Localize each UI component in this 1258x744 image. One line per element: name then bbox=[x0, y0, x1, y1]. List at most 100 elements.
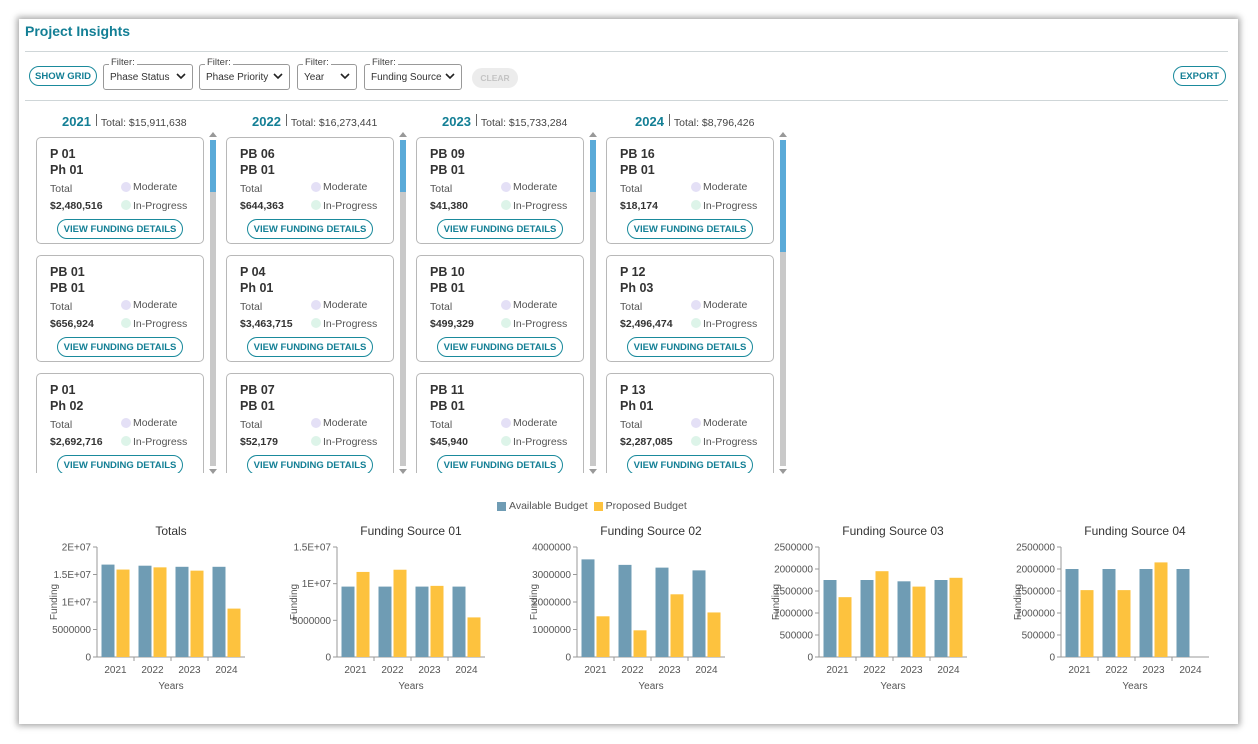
view-funding-details-button[interactable]: VIEW FUNDING DETAILS bbox=[57, 219, 183, 239]
priority-label: Moderate bbox=[513, 181, 558, 193]
year-column-2023: PB 09 PB 01 Total $41,380 Moderate In-Progres… bbox=[416, 135, 593, 473]
priority-label: Moderate bbox=[133, 181, 178, 193]
proposed-budget-bar bbox=[467, 617, 481, 657]
proposed-budget-bar bbox=[875, 571, 889, 657]
x-axis-label: Years bbox=[880, 681, 905, 692]
priority-label: Moderate bbox=[513, 417, 558, 429]
year-column-2021: P 01 Ph 01 Total $2,480,516 Moderate In-Progr… bbox=[36, 135, 213, 473]
proposed-budget-bar bbox=[949, 577, 963, 657]
legend-swatch bbox=[593, 501, 603, 511]
view-funding-details-button[interactable]: VIEW FUNDING DETAILS bbox=[247, 337, 373, 357]
view-funding-details-button[interactable]: VIEW FUNDING DETAILS bbox=[57, 337, 183, 357]
project-code: PB 01 bbox=[50, 265, 85, 279]
phase-code: PB 01 bbox=[240, 399, 275, 413]
proposed-budget-bar bbox=[633, 630, 647, 657]
column-scrollbar[interactable] bbox=[399, 132, 407, 474]
x-tick-label: 2024 bbox=[455, 665, 478, 676]
y-tick-label: 1E+07 bbox=[302, 579, 332, 590]
funding-source-filter[interactable]: Filter: Funding Source bbox=[364, 57, 462, 90]
y-tick-label: 5000000 bbox=[292, 616, 331, 627]
status-label: In-Progress bbox=[703, 436, 758, 448]
year-filter[interactable]: Filter: Year bbox=[297, 57, 357, 90]
view-funding-details-button[interactable]: VIEW FUNDING DETAILS bbox=[627, 455, 753, 473]
y-tick-label: 1000000 bbox=[1016, 609, 1055, 620]
available-budget-bar bbox=[1102, 569, 1116, 657]
total-amount: $3,463,715 bbox=[240, 318, 293, 330]
filter-label: Filter: bbox=[109, 57, 137, 68]
phase-priority-filter[interactable]: Filter: Phase Priority bbox=[199, 57, 290, 90]
total-amount: $499,329 bbox=[430, 318, 474, 330]
status-label: In-Progress bbox=[323, 436, 378, 448]
priority-dot-icon bbox=[311, 418, 321, 428]
column-scrollbar[interactable] bbox=[209, 132, 217, 474]
view-funding-details-button[interactable]: VIEW FUNDING DETAILS bbox=[247, 219, 373, 239]
y-tick-label: 500000 bbox=[1022, 631, 1056, 642]
total-amount: $2,496,474 bbox=[620, 318, 673, 330]
column-scrollbar[interactable] bbox=[589, 132, 597, 474]
status-label: In-Progress bbox=[513, 436, 568, 448]
priority-label: Moderate bbox=[703, 299, 748, 311]
priority-dot-icon bbox=[691, 182, 701, 192]
toolbar-divider bbox=[25, 100, 1228, 101]
phase-status-filter[interactable]: Filter: Phase Status bbox=[103, 57, 193, 90]
status-dot-icon bbox=[121, 436, 131, 446]
available-budget-bar bbox=[618, 564, 632, 657]
y-tick-label: 1500000 bbox=[774, 587, 813, 598]
priority-dot-icon bbox=[311, 300, 321, 310]
project-card: PB 11 PB 01 Total $45,940 Moderate In-Progres… bbox=[416, 373, 584, 473]
status-dot-icon bbox=[691, 318, 701, 328]
available-budget-bar bbox=[138, 565, 152, 657]
year-header-2023: 2023 Total: $15,733,284 bbox=[442, 114, 567, 129]
proposed-budget-bar bbox=[190, 570, 204, 657]
legend-label: Available Budget bbox=[509, 500, 588, 512]
project-code: P 01 bbox=[50, 147, 76, 161]
chevron-down-icon bbox=[445, 73, 455, 80]
proposed-budget-bar bbox=[153, 567, 167, 657]
x-tick-label: 2021 bbox=[826, 665, 849, 676]
project-card: PB 16 PB 01 Total $18,174 Moderate In-Progres… bbox=[606, 137, 774, 244]
year-total: Total: $15,733,284 bbox=[480, 117, 568, 129]
total-label: Total bbox=[430, 419, 453, 431]
view-funding-details-button[interactable]: VIEW FUNDING DETAILS bbox=[627, 219, 753, 239]
x-tick-label: 2023 bbox=[658, 665, 681, 676]
phase-code: PB 01 bbox=[240, 163, 275, 177]
project-card: PB 06 PB 01 Total $644,363 Moderate In-Progre… bbox=[226, 137, 394, 244]
proposed-budget-bar bbox=[430, 585, 444, 657]
status-label: In-Progress bbox=[513, 318, 568, 330]
status-dot-icon bbox=[311, 200, 321, 210]
column-scrollbar[interactable] bbox=[779, 132, 787, 474]
view-funding-details-button[interactable]: VIEW FUNDING DETAILS bbox=[437, 455, 563, 473]
y-tick-label: 500000 bbox=[780, 631, 814, 642]
y-tick-label: 1000000 bbox=[532, 625, 571, 636]
total-label: Total bbox=[430, 183, 453, 195]
available-budget-bar bbox=[378, 586, 392, 657]
x-tick-label: 2023 bbox=[418, 665, 441, 676]
y-tick-label: 3000000 bbox=[532, 570, 571, 581]
chart-title: Funding Source 04 bbox=[1084, 524, 1186, 538]
view-funding-details-button[interactable]: VIEW FUNDING DETAILS bbox=[627, 337, 753, 357]
phase-code: Ph 01 bbox=[240, 281, 274, 295]
view-funding-details-button[interactable]: VIEW FUNDING DETAILS bbox=[437, 219, 563, 239]
y-axis-label: Funding bbox=[1013, 584, 1024, 620]
priority-label: Moderate bbox=[323, 181, 368, 193]
filter-value: Year bbox=[304, 72, 325, 83]
status-label: In-Progress bbox=[323, 318, 378, 330]
y-tick-label: 2000000 bbox=[1016, 565, 1055, 576]
filter-value: Phase Priority bbox=[206, 72, 269, 83]
view-funding-details-button[interactable]: VIEW FUNDING DETAILS bbox=[437, 337, 563, 357]
clear-button[interactable]: CLEAR bbox=[472, 68, 518, 88]
legend-label: Proposed Budget bbox=[605, 500, 687, 512]
view-funding-details-button[interactable]: VIEW FUNDING DETAILS bbox=[247, 455, 373, 473]
project-insights-panel: Project Insights SHOW GRID Filter: Phase… bbox=[19, 19, 1238, 724]
view-funding-details-button[interactable]: VIEW FUNDING DETAILS bbox=[57, 455, 183, 473]
x-tick-label: 2022 bbox=[141, 665, 164, 676]
priority-dot-icon bbox=[121, 418, 131, 428]
export-button[interactable]: EXPORT bbox=[1173, 66, 1226, 86]
filter-value: Funding Source bbox=[371, 72, 442, 83]
show-grid-button[interactable]: SHOW GRID bbox=[29, 66, 97, 86]
available-budget-bar bbox=[934, 580, 948, 657]
priority-dot-icon bbox=[691, 300, 701, 310]
y-tick-label: 0 bbox=[325, 653, 331, 664]
y-axis-label: Funding bbox=[771, 584, 782, 620]
available-budget-bar bbox=[581, 559, 595, 657]
